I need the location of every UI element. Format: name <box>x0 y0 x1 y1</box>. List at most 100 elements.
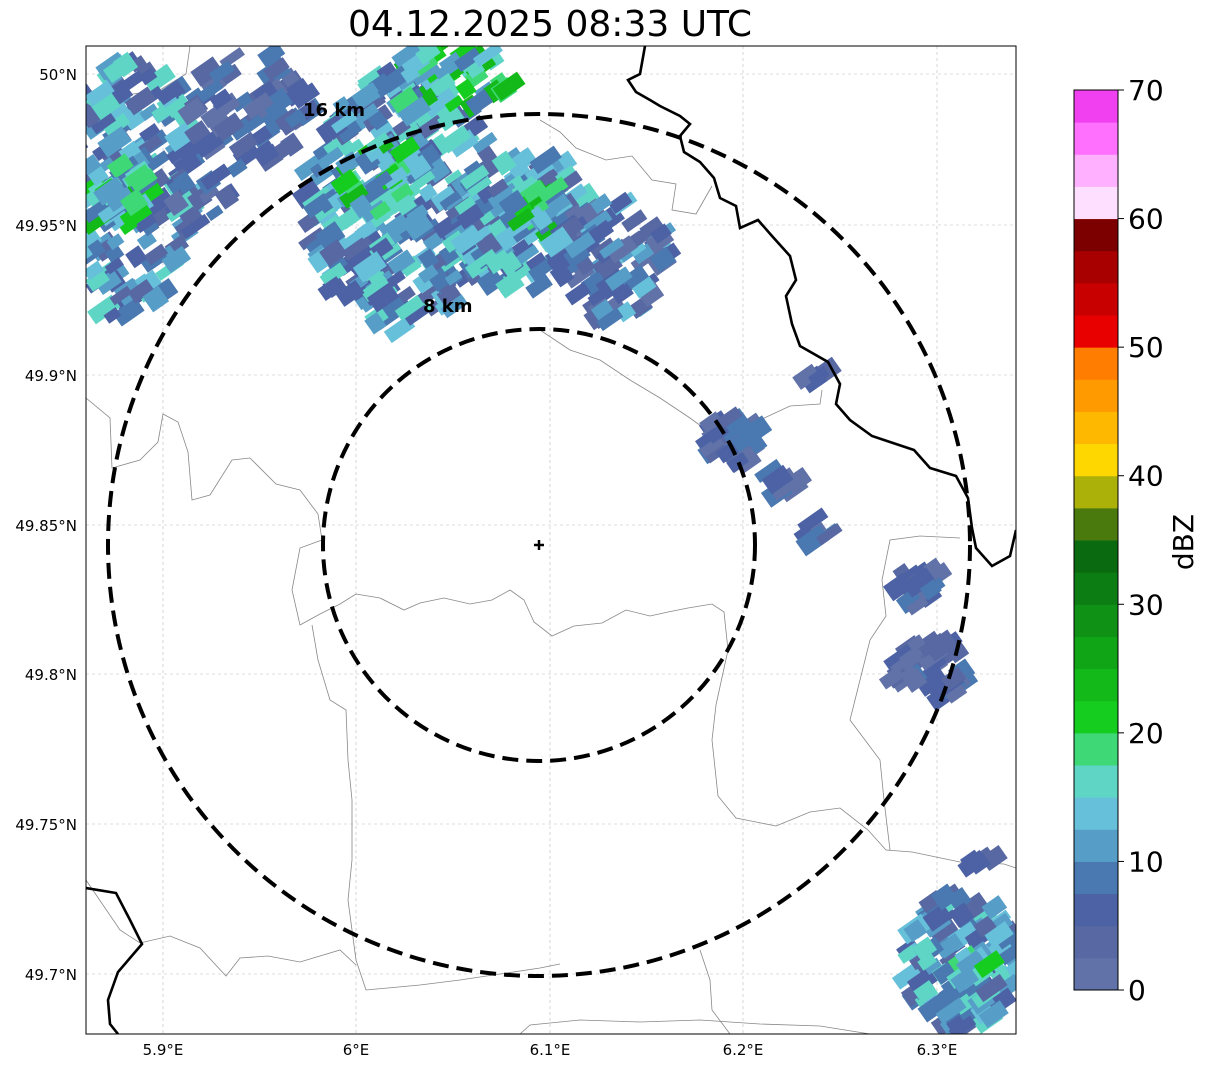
colorbar-segment <box>1074 250 1118 284</box>
echo-pixel <box>284 108 307 129</box>
echo-pixel <box>228 117 254 141</box>
map-title: 04.12.2025 08:33 UTC <box>347 4 753 45</box>
echo-pixel <box>369 200 392 221</box>
map-frame <box>85 45 1017 1035</box>
echo-pixel <box>487 178 509 198</box>
echo-pixel <box>381 295 409 322</box>
echo-pixel <box>917 670 948 697</box>
echo-pixel <box>303 193 332 219</box>
echo-pixel <box>86 104 101 129</box>
echo-pixel <box>995 937 1016 966</box>
echo-pixel <box>923 629 959 662</box>
echo-pixel <box>632 276 657 299</box>
echo-pixel <box>190 56 223 87</box>
echo-pixel <box>369 119 396 144</box>
echo-pixel <box>636 280 665 308</box>
echo-pixel <box>382 166 408 190</box>
echo-pixel <box>390 182 415 205</box>
echo-pixel <box>650 223 672 244</box>
echo-pixel <box>957 849 989 878</box>
echo-pixel <box>394 194 417 216</box>
admin-border-line <box>86 879 357 977</box>
map-plot-area: 8 km 16 km <box>60 45 1017 1035</box>
colorbar-segment <box>1074 765 1118 798</box>
echo-pixel <box>902 667 928 693</box>
echo-pixel <box>984 921 1014 949</box>
echo-pixel <box>139 122 161 143</box>
echo-pixel <box>339 182 369 209</box>
echo-pixel <box>93 176 126 206</box>
echo-pixel <box>139 103 160 122</box>
echo-pixel <box>919 579 942 601</box>
echo-pixel <box>540 226 574 258</box>
latitude-axis: 50°N 49.95°N 49.9°N 49.85°N 49.8°N 49.75… <box>15 66 77 984</box>
echo-pixel <box>417 248 440 271</box>
colorbar-segment <box>1074 732 1118 766</box>
echo-pixel <box>439 125 472 154</box>
range-ring-8km-label: 8 km <box>423 296 473 317</box>
echo-pixel <box>923 957 943 975</box>
echo-pixel <box>297 211 320 234</box>
colorbar-tick-label: 70 <box>1128 74 1164 107</box>
echo-pixel <box>397 207 427 233</box>
echo-pixel <box>564 281 591 306</box>
colorbar-tick-label: 50 <box>1128 331 1164 364</box>
echo-pixel <box>104 244 125 264</box>
echo-pixel <box>948 1015 977 1034</box>
echo-pixel <box>940 666 967 691</box>
echo-pixel <box>163 190 189 217</box>
echo-pixel <box>103 307 122 324</box>
echo-pixel <box>86 153 101 179</box>
echo-pixel <box>476 268 506 296</box>
echo-pixel <box>119 188 149 217</box>
echo-pixel <box>460 164 490 190</box>
admin-border-line <box>849 535 961 851</box>
echo-pixel <box>86 135 89 164</box>
colorbar-segment <box>1074 411 1118 445</box>
echo-pixel <box>60 119 81 137</box>
echo-pixel <box>891 962 922 990</box>
colorbar-tick-label: 30 <box>1128 588 1164 621</box>
echo-pixel <box>531 210 553 231</box>
echo-pixel <box>400 64 421 84</box>
lat-tick-label: 50°N <box>39 66 77 84</box>
echo-pixel <box>816 523 843 546</box>
colorbar-segment <box>1074 315 1118 348</box>
echo-pixel <box>903 919 928 943</box>
echo-pixel <box>608 191 633 214</box>
echo-pixel <box>87 165 109 187</box>
echo-pixel <box>86 80 115 107</box>
reflectivity-echoes <box>60 46 1016 1034</box>
echo-pixel <box>444 269 463 286</box>
echo-pixel <box>605 266 633 292</box>
echo-pixel <box>293 153 325 182</box>
admin-border-line <box>311 624 561 991</box>
echo-pixel <box>948 902 975 928</box>
echo-pixel <box>930 883 959 911</box>
colorbar-segment <box>1074 507 1118 541</box>
echo-pixel <box>795 524 830 557</box>
colorbar-segment <box>1074 218 1118 252</box>
lon-tick-label: 6.1°E <box>530 1041 571 1059</box>
echo-pixel <box>260 87 293 119</box>
echo-pixel <box>323 137 344 158</box>
colorbar-segment <box>1074 154 1118 187</box>
echo-pixel <box>264 103 292 130</box>
echo-pixel <box>263 57 290 81</box>
colorbar-segment <box>1074 572 1118 605</box>
colorbar-tick-label: 60 <box>1128 203 1164 236</box>
echo-pixel <box>402 301 430 326</box>
echo-pixel <box>151 104 171 123</box>
echo-pixel <box>897 944 918 964</box>
echo-pixel <box>144 243 169 266</box>
echo-pixel <box>161 245 192 274</box>
echo-pixel <box>418 183 438 203</box>
echo-pixel <box>978 1000 1009 1028</box>
echo-pixel <box>90 112 117 135</box>
echo-pixel <box>465 174 493 198</box>
echo-pixel <box>383 315 416 344</box>
echo-pixel <box>472 46 503 68</box>
range-ring-8km <box>321 327 757 763</box>
echo-pixel <box>487 182 518 209</box>
echo-pixel <box>257 46 286 68</box>
